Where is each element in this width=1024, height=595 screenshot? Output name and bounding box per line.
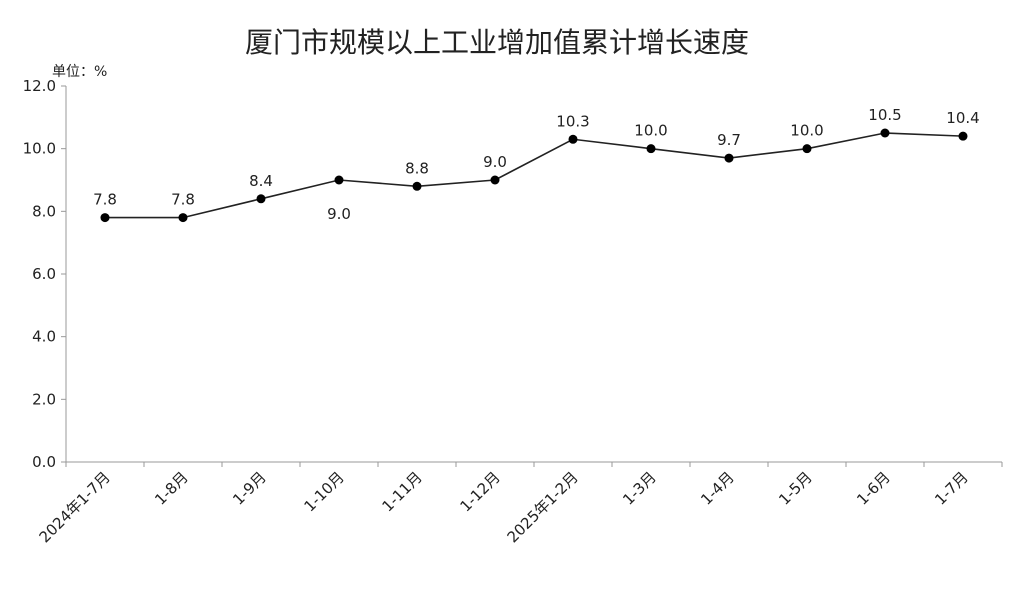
x-tick-label: 2025年1-2月 <box>504 468 582 546</box>
data-label: 10.0 <box>634 122 667 140</box>
data-label: 7.8 <box>171 191 195 209</box>
data-label: 9.0 <box>327 205 351 223</box>
x-tick-label: 1-9月 <box>229 468 270 509</box>
unit-label: 单位：% <box>52 64 107 80</box>
y-tick-label: 0.0 <box>32 453 56 471</box>
data-label: 9.7 <box>717 131 741 149</box>
x-tick-label: 1-7月 <box>931 468 972 509</box>
x-tick-label: 1-3月 <box>619 468 660 509</box>
data-point <box>412 181 422 191</box>
x-tick-label: 1-4月 <box>697 468 738 509</box>
data-label: 7.8 <box>93 191 117 209</box>
data-label: 8.4 <box>249 172 273 190</box>
y-tick-label: 4.0 <box>32 328 56 346</box>
data-label: 10.4 <box>946 109 979 127</box>
axes: 0.0 2.0 4.0 6.0 8.0 10.0 12.0 <box>23 77 1003 471</box>
x-tick-label: 1-12月 <box>456 468 503 515</box>
data-label: 9.0 <box>483 153 507 171</box>
data-label-layer: 7.8 7.8 8.4 9.0 8.8 9.0 10.3 10.0 9.7 10.0 10.5 10.… <box>93 106 980 223</box>
data-point <box>568 134 578 144</box>
data-point <box>646 144 656 154</box>
x-tick-label: 2024年1-7月 <box>36 468 114 546</box>
series-line-layer <box>105 132 964 219</box>
data-point <box>256 194 266 204</box>
x-tick-label: 1-10月 <box>300 468 347 515</box>
y-tick-label: 8.0 <box>32 202 56 220</box>
x-tick-label-layer: 2024年1-7月 1-8月 1-9月 1-10月 1-11月 1-12月 2025年1-2… <box>36 468 972 546</box>
x-tick-label: 1-11月 <box>378 468 425 515</box>
data-point <box>958 131 968 141</box>
data-point <box>802 144 812 154</box>
data-label: 10.3 <box>556 112 589 130</box>
data-point <box>724 153 734 163</box>
y-tick-label: 12.0 <box>23 77 56 95</box>
data-point <box>880 128 890 138</box>
y-tick-label: 6.0 <box>32 265 56 283</box>
data-label: 10.0 <box>790 122 823 140</box>
marker-layer <box>100 128 968 223</box>
data-point <box>490 175 500 185</box>
data-point <box>178 213 188 223</box>
series-line <box>105 132 964 219</box>
x-tick-label: 1-6月 <box>853 468 894 509</box>
y-tick-label: 10.0 <box>23 140 56 158</box>
data-label: 10.5 <box>868 106 901 124</box>
x-tick-label: 1-8月 <box>151 468 192 509</box>
data-point <box>334 175 344 185</box>
data-label: 8.8 <box>405 159 429 177</box>
x-tick-label: 1-5月 <box>775 468 816 509</box>
y-tick-label: 2.0 <box>32 390 56 408</box>
data-point <box>100 213 110 223</box>
chart-title: 厦门市规模以上工业增加值累计增长速度 <box>245 26 749 59</box>
